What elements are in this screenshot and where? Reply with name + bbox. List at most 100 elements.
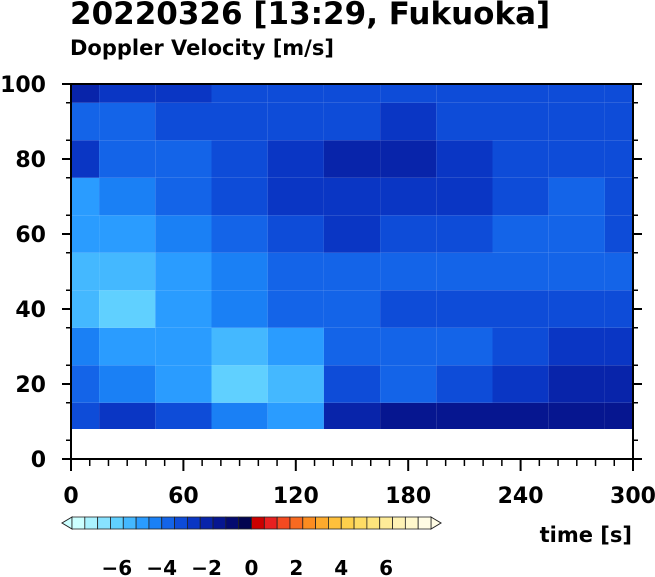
colorbar-swatch bbox=[404, 516, 419, 530]
heatmap-cell bbox=[211, 102, 268, 141]
x-tick-label: 180 bbox=[385, 484, 431, 509]
colorbar-swatch bbox=[199, 516, 214, 530]
heatmap-cell bbox=[436, 402, 493, 429]
heatmap-cell bbox=[71, 252, 100, 291]
heatmap-cell bbox=[211, 327, 268, 366]
heatmap-cell bbox=[323, 215, 381, 253]
colorbar-swatch bbox=[340, 516, 355, 530]
heatmap-cell bbox=[267, 84, 324, 103]
heatmap-cell bbox=[323, 327, 381, 366]
heatmap-cell bbox=[155, 252, 212, 291]
heatmap-cell bbox=[155, 177, 212, 216]
heatmap-cell bbox=[604, 140, 633, 178]
colorbar-swatch bbox=[148, 516, 163, 530]
heatmap-cell bbox=[436, 215, 493, 253]
heatmap-cell bbox=[211, 84, 268, 103]
colorbar-swatch bbox=[276, 516, 291, 530]
heatmap-cell bbox=[155, 84, 212, 103]
heatmap-cell bbox=[267, 102, 324, 141]
heatmap-cell bbox=[436, 365, 493, 403]
colorbar-extend-high bbox=[430, 516, 442, 530]
heatmap-cell bbox=[548, 177, 605, 216]
heatmap-cell bbox=[155, 402, 212, 429]
colorbar-tick-label: 0 bbox=[245, 556, 259, 577]
x-axis: 0 60 120 180 240 300 bbox=[63, 459, 655, 509]
colorbar-swatch bbox=[379, 516, 393, 530]
heatmap-cell bbox=[492, 252, 549, 291]
heatmap-cell bbox=[604, 290, 633, 328]
heatmap-cell bbox=[492, 140, 549, 178]
heatmap-cell bbox=[71, 215, 100, 253]
heatmap-cell bbox=[267, 290, 324, 328]
heatmap-cell bbox=[211, 177, 268, 216]
heatmap-cell bbox=[380, 84, 437, 103]
colorbar-tick-label: 4 bbox=[334, 556, 348, 577]
colorbar-swatch bbox=[263, 516, 278, 530]
heatmap-cell bbox=[548, 402, 605, 429]
heatmap-cell bbox=[548, 365, 605, 403]
heatmap-cell bbox=[492, 290, 549, 328]
heatmap-cell bbox=[380, 327, 437, 366]
heatmap-cell bbox=[548, 290, 605, 328]
y-tick-label: 20 bbox=[15, 373, 46, 398]
colorbar-swatch bbox=[366, 516, 381, 530]
heatmap-cell bbox=[323, 140, 381, 178]
heatmap-cell bbox=[548, 102, 605, 141]
heatmap-cell bbox=[267, 402, 324, 429]
colorbar-tick-label: 2 bbox=[289, 556, 303, 577]
heatmap-cells bbox=[71, 84, 633, 429]
x-axis-title: time [s] bbox=[540, 523, 632, 547]
y-tick-label: 60 bbox=[15, 223, 46, 248]
heatmap-cell bbox=[71, 365, 100, 403]
heatmap-cell bbox=[323, 290, 381, 328]
heatmap-cell bbox=[99, 215, 156, 253]
heatmap-cell bbox=[267, 140, 324, 178]
heatmap-cell bbox=[380, 177, 437, 216]
heatmap-cell bbox=[548, 140, 605, 178]
heatmap-cell bbox=[436, 177, 493, 216]
heatmap-cell bbox=[323, 84, 381, 103]
colorbar-swatch bbox=[417, 516, 432, 530]
x-tick-label: 0 bbox=[63, 484, 78, 509]
heatmap-cell bbox=[155, 290, 212, 328]
heatmap-cell bbox=[323, 365, 381, 403]
heatmap-cell bbox=[267, 365, 324, 403]
heatmap-cell bbox=[211, 140, 268, 178]
y-tick-label: 100 bbox=[0, 73, 46, 98]
colorbar-swatch bbox=[186, 516, 201, 530]
heatmap-cell bbox=[267, 327, 324, 366]
heatmap-cell bbox=[71, 177, 100, 216]
heatmap-cell bbox=[211, 365, 268, 403]
heatmap-cell bbox=[492, 177, 549, 216]
heatmap-cell bbox=[380, 365, 437, 403]
colorbar-swatch bbox=[328, 516, 342, 530]
heatmap-cell bbox=[492, 102, 549, 141]
heatmap-cell bbox=[492, 84, 549, 103]
heatmap-cell bbox=[99, 327, 156, 366]
heatmap-cell bbox=[99, 177, 156, 216]
heatmap-cell bbox=[99, 290, 156, 328]
heatmap-cell bbox=[380, 102, 437, 141]
heatmap-cell bbox=[436, 290, 493, 328]
heatmap-cell bbox=[436, 102, 493, 141]
heatmap-cell bbox=[99, 402, 156, 429]
heatmap-cell bbox=[267, 215, 324, 253]
heatmap-cell bbox=[604, 102, 633, 141]
colorbar-swatch bbox=[97, 516, 111, 530]
y-tick-label: 40 bbox=[15, 298, 46, 323]
heatmap-cell bbox=[211, 402, 268, 429]
heatmap-cell bbox=[380, 290, 437, 328]
heatmap-cell bbox=[604, 327, 633, 366]
heatmap-cell bbox=[71, 140, 100, 178]
heatmap-cell bbox=[492, 402, 549, 429]
heatmap-cell bbox=[604, 84, 633, 103]
heatmap-cell bbox=[604, 177, 633, 216]
colorbar-swatch bbox=[302, 516, 317, 530]
heatmap-cell bbox=[380, 402, 437, 429]
heatmap-cell bbox=[492, 327, 549, 366]
heatmap-cell bbox=[71, 290, 100, 328]
colorbar-tick-label: 6 bbox=[379, 556, 393, 577]
colorbar-tick-label: −6 bbox=[102, 556, 133, 577]
heatmap-cell bbox=[323, 402, 381, 429]
heatmap-cell bbox=[548, 327, 605, 366]
